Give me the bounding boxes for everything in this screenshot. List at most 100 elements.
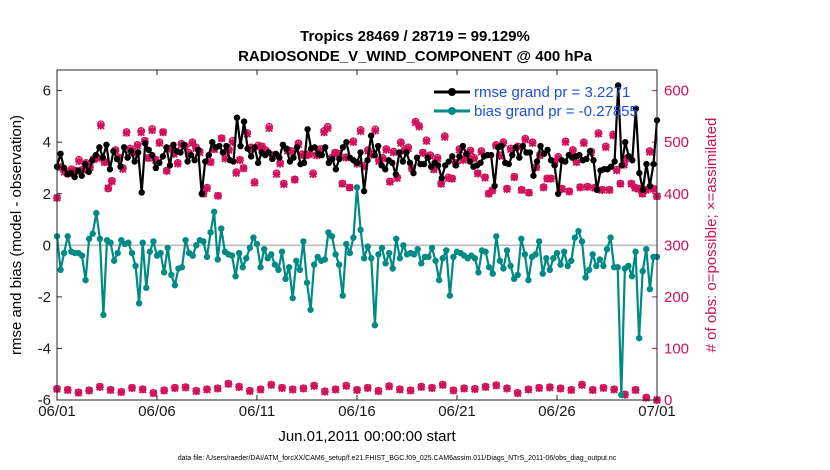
rmse-series-point: [127, 148, 135, 155]
obs-assimilated-marker: [97, 121, 105, 130]
obs-assimilated-marker: [151, 156, 160, 165]
rmse-series-point: [198, 190, 205, 197]
bias-series-point: [60, 249, 68, 257]
bias-series-point: [418, 260, 425, 267]
bias-series-point: [200, 238, 207, 245]
bias-series-point: [260, 245, 268, 253]
bias-series-point: [300, 238, 307, 245]
rmse-series-point: [85, 168, 92, 176]
rmse-series-point: [389, 159, 396, 167]
obs-assimilated-marker: [433, 154, 442, 163]
bias-series-point: [400, 242, 407, 249]
chart-subtitle: RADIOSONDE_V_WIND_COMPONENT @ 400 hPa: [238, 48, 593, 65]
rmse-series-point: [590, 157, 597, 164]
bias-series-point: [307, 306, 314, 313]
rmse-series-point: [632, 105, 640, 112]
bias-series-point: [582, 274, 589, 281]
obs-bottom-assimilated-marker: [438, 381, 447, 389]
rmse-series-point: [311, 144, 318, 151]
obs-bottom-assimilated-marker: [471, 385, 479, 394]
bias-series-point: [143, 284, 150, 292]
rmse-series-point: [247, 153, 255, 160]
bias-series-point: [410, 251, 418, 258]
obs-assimilated-marker: [499, 139, 508, 148]
rmse-series-point: [392, 171, 400, 178]
obs-assimilated-marker: [287, 148, 295, 156]
rmse-series-point: [339, 144, 347, 151]
rmse-series-point: [505, 160, 512, 168]
obs-assimilated-marker: [598, 186, 606, 194]
bias-series-point: [278, 248, 286, 255]
bias-series-point: [643, 245, 650, 253]
bias-series-point: [496, 257, 504, 264]
obs-assimilated-marker: [279, 180, 288, 189]
obs-bottom-assimilated-marker: [481, 383, 490, 391]
obs-bottom-assimilated-marker: [567, 386, 576, 395]
bias-series-point: [414, 245, 421, 253]
bias-series-point: [214, 256, 221, 263]
obs-bottom-assimilated-marker: [396, 385, 404, 394]
obs-bottom-assimilated-marker: [63, 386, 72, 395]
bias-series-point: [303, 279, 311, 286]
rmse-series-point: [149, 151, 156, 159]
rmse-series-point: [452, 162, 460, 169]
obs-bottom-assimilated-marker: [171, 384, 179, 392]
bias-series-point: [639, 267, 646, 275]
obs-assimilated-marker: [243, 130, 252, 138]
obs-assimilated-marker: [236, 156, 244, 165]
obs-assimilated-marker: [638, 189, 647, 198]
obs-assimilated-marker: [225, 146, 233, 155]
obs-bottom-assimilated-marker: [460, 384, 468, 393]
obs-bottom-assimilated-marker: [192, 387, 201, 396]
bias-series-point: [189, 252, 196, 259]
rmse-series-point: [265, 149, 272, 156]
bias-series-point: [203, 253, 211, 261]
bias-series-point: [614, 264, 621, 271]
rmse-series-point: [304, 126, 311, 133]
bias-series-point: [114, 249, 121, 257]
obs-assimilated-marker: [605, 186, 614, 194]
bias-series-point: [82, 276, 89, 284]
rmse-series-point: [244, 145, 251, 152]
y-tick-label: 4: [43, 134, 51, 151]
obs-bottom-assimilated-marker: [74, 388, 83, 397]
rmse-series-point: [466, 158, 474, 165]
rmse-series-point: [526, 149, 534, 156]
obs-bottom-assimilated-marker: [342, 382, 351, 390]
bias-series-point: [232, 273, 239, 280]
obs-assimilated-marker: [203, 184, 211, 193]
bias-series-point: [250, 234, 257, 241]
obs-assimilated-marker: [572, 158, 581, 167]
bias-series-point: [425, 253, 432, 261]
rmse-series-point: [145, 146, 152, 154]
obs-assimilated-marker: [108, 177, 116, 186]
obs-bottom-assimilated-marker: [578, 381, 586, 389]
obs-assimilated-marker: [155, 139, 164, 148]
bias-series-point: [618, 391, 625, 399]
bias-series-point: [332, 251, 339, 258]
obs-assimilated-marker: [239, 164, 248, 173]
rmse-series-point: [420, 160, 428, 168]
bias-series-point: [503, 247, 511, 254]
y-tick-label: 0: [43, 237, 51, 254]
rmse-series-point: [283, 145, 290, 152]
y-right-tick-label: 600: [664, 83, 689, 100]
obs-assimilated-marker: [565, 187, 574, 196]
bias-series-point: [564, 262, 571, 270]
obs-assimilated-marker: [466, 147, 475, 156]
obs-assimilated-marker: [415, 122, 424, 131]
obs-assimilated-marker: [214, 191, 222, 200]
rmse-series-point: [438, 175, 445, 182]
obs-assimilated-marker: [382, 146, 391, 154]
bias-series-point: [557, 261, 564, 268]
obs-assimilated-marker: [129, 149, 138, 157]
rmse-series-point: [445, 158, 452, 165]
obs-assimilated-marker: [558, 185, 566, 193]
rmse-series-point: [251, 144, 258, 151]
rmse-series-point: [138, 189, 145, 196]
obs-assimilated-marker: [173, 160, 182, 168]
rmse-series-point: [533, 158, 541, 165]
obs-bottom-assimilated-marker: [321, 387, 329, 396]
rmse-series-point: [449, 153, 456, 160]
bias-series-point: [532, 251, 539, 258]
